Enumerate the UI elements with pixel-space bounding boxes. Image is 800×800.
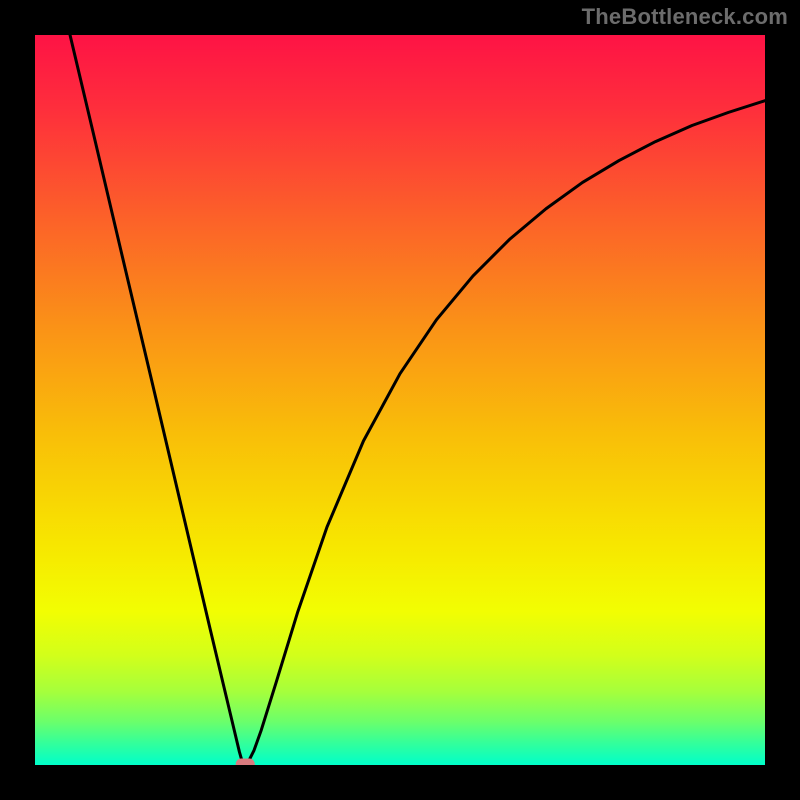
watermark-text: TheBottleneck.com [582, 4, 788, 30]
bottleneck-chart [0, 0, 800, 800]
plot-background [35, 35, 765, 765]
chart-container: TheBottleneck.com [0, 0, 800, 800]
